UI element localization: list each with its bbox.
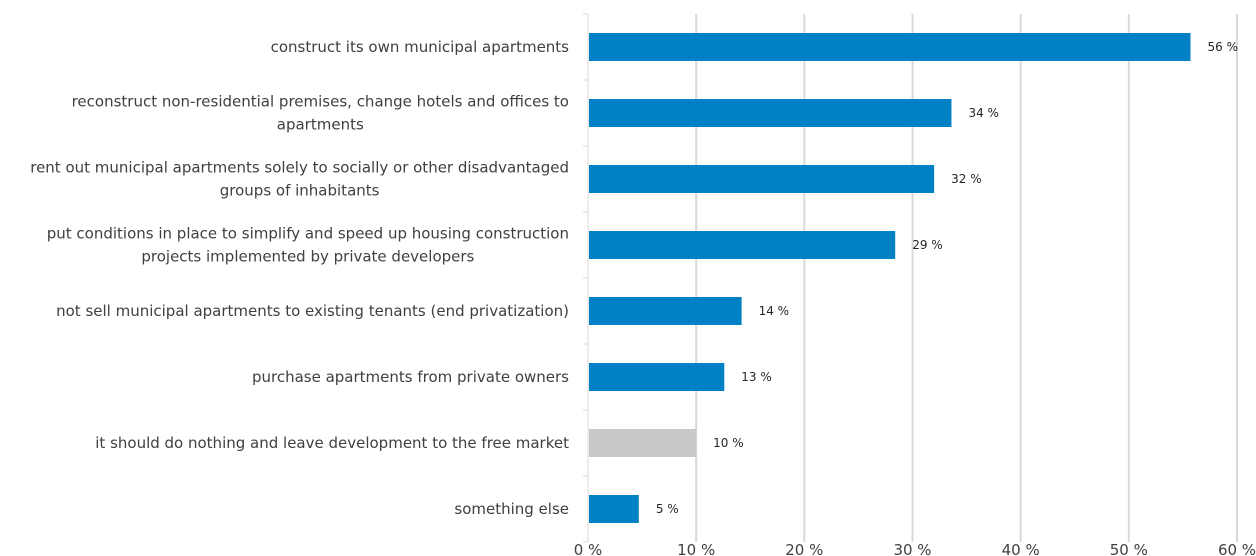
category-label: reconstruct non-residential premises, ch…	[72, 93, 569, 134]
value-label: 29 %	[912, 238, 943, 252]
bar	[589, 297, 742, 325]
bar	[589, 495, 639, 523]
x-axis-ticks: 0 % 10 % 20 % 30 % 40 % 50 % 60 %	[574, 541, 1256, 556]
category-label: something else	[454, 500, 569, 518]
value-label: 56 %	[1207, 40, 1238, 54]
bar	[589, 429, 697, 457]
value-label: 14 %	[759, 304, 790, 318]
x-tick-label: 50 %	[1110, 541, 1148, 556]
category-label: construct its own municipal apartments	[271, 38, 570, 56]
value-label: 34 %	[968, 106, 999, 120]
bar	[589, 165, 935, 193]
x-tick-label: 10 %	[677, 541, 715, 556]
bar	[589, 363, 725, 391]
category-label: it should do nothing and leave developme…	[95, 434, 569, 452]
value-label: 32 %	[951, 172, 982, 186]
bar	[589, 231, 896, 259]
x-tick-label: 20 %	[785, 541, 823, 556]
category-label: put conditions in place to simplify and …	[47, 225, 569, 266]
value-label: 5 %	[656, 502, 679, 516]
value-label: 10 %	[713, 436, 744, 450]
value-label: 13 %	[741, 370, 772, 384]
category-label: rent out municipal apartments solely to …	[30, 159, 569, 200]
bars	[589, 33, 1191, 523]
value-labels: 56 % 34 % 32 % 29 % 14 % 13 % 10 % 5 %	[656, 40, 1238, 516]
x-tick-label: 0 %	[574, 541, 603, 556]
bar	[589, 99, 952, 127]
category-labels: construct its own municipal apartments re…	[30, 38, 569, 518]
bar	[589, 33, 1191, 61]
category-label: purchase apartments from private owners	[252, 368, 569, 386]
category-label: not sell municipal apartments to existin…	[56, 302, 569, 320]
x-tick-label: 30 %	[893, 541, 931, 556]
x-tick-label: 60 %	[1218, 541, 1256, 556]
gridlines	[583, 13, 1238, 543]
x-tick-label: 40 %	[1002, 541, 1040, 556]
